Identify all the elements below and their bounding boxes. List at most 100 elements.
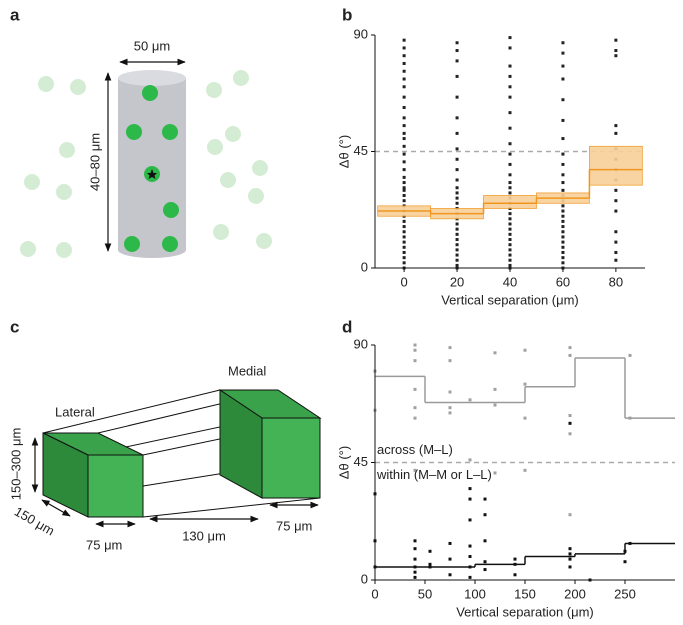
data-point xyxy=(456,248,459,251)
y-tick-label: 0 xyxy=(361,259,368,274)
data-point xyxy=(509,254,512,257)
data-point xyxy=(614,124,617,127)
data-point xyxy=(403,241,406,244)
data-point xyxy=(561,251,564,254)
data-point xyxy=(469,487,472,490)
data-point xyxy=(561,261,564,264)
data-point xyxy=(561,215,564,218)
data-point xyxy=(614,199,617,202)
data-point xyxy=(403,235,406,238)
data-point xyxy=(469,398,472,401)
data-point xyxy=(403,96,406,99)
data-point xyxy=(614,132,617,135)
data-point xyxy=(469,498,472,501)
data-point xyxy=(561,246,564,249)
data-point xyxy=(456,158,459,161)
y-tick-label: 45 xyxy=(354,143,368,158)
data-point xyxy=(569,558,572,561)
data-point xyxy=(561,153,564,156)
data-point xyxy=(403,225,406,228)
x-axis-label: Vertical separation (μm) xyxy=(456,604,594,619)
y-tick-label: 90 xyxy=(354,26,368,41)
data-point xyxy=(403,256,406,259)
data-point xyxy=(456,254,459,257)
data-point xyxy=(614,189,617,192)
data-point xyxy=(614,210,617,213)
data-point xyxy=(456,41,459,44)
data-point xyxy=(509,65,512,68)
figure: a 40–80 μm 50 μm c Lateral Medial 150–30… xyxy=(0,0,683,625)
data-point xyxy=(509,181,512,184)
data-point xyxy=(561,173,564,176)
x-tick-label: 40 xyxy=(503,274,517,289)
series-label: within (M–M or L–L) xyxy=(376,467,492,482)
data-point xyxy=(449,411,452,414)
x-tick-label: 60 xyxy=(556,274,570,289)
data-point xyxy=(449,558,452,561)
data-point xyxy=(484,513,487,516)
data-point xyxy=(403,85,406,88)
data-point xyxy=(561,241,564,244)
data-point xyxy=(456,132,459,135)
data-point xyxy=(403,176,406,179)
data-point xyxy=(429,563,432,566)
data-point xyxy=(561,256,564,259)
data-point xyxy=(403,168,406,171)
data-point xyxy=(403,145,406,148)
data-point xyxy=(509,85,512,88)
data-point xyxy=(456,264,459,267)
data-point xyxy=(403,132,406,135)
data-point xyxy=(403,199,406,202)
data-point xyxy=(524,469,527,472)
data-point xyxy=(561,225,564,228)
data-point xyxy=(414,576,417,579)
error-band xyxy=(484,196,537,209)
data-point xyxy=(561,137,564,140)
data-point xyxy=(494,388,497,391)
data-point xyxy=(403,186,406,189)
x-tick-label: 0 xyxy=(401,274,408,289)
data-point xyxy=(456,233,459,236)
panel-letter: a xyxy=(10,5,20,24)
data-point xyxy=(614,54,617,57)
data-point xyxy=(614,251,617,254)
data-point xyxy=(414,571,417,574)
data-point xyxy=(456,168,459,171)
data-point xyxy=(469,458,472,461)
data-point xyxy=(561,78,564,81)
data-point xyxy=(494,404,497,407)
data-point xyxy=(414,547,417,550)
gap-label: 130 μm xyxy=(182,528,226,543)
data-point xyxy=(561,41,564,44)
data-point xyxy=(509,173,512,176)
data-point xyxy=(509,46,512,49)
data-point xyxy=(509,36,512,39)
data-point xyxy=(414,359,417,362)
data-point xyxy=(509,243,512,246)
data-point xyxy=(456,243,459,246)
data-point xyxy=(403,246,406,249)
data-point xyxy=(561,119,564,122)
data-point xyxy=(403,54,406,57)
data-point xyxy=(456,49,459,52)
data-point xyxy=(403,137,406,140)
data-point xyxy=(614,259,617,262)
data-point xyxy=(403,78,406,81)
data-point xyxy=(524,383,527,386)
data-point xyxy=(403,124,406,127)
data-point xyxy=(456,178,459,181)
data-point xyxy=(414,417,417,420)
data-point xyxy=(509,228,512,231)
data-point xyxy=(561,235,564,238)
x-axis-label: Vertical separation (μm) xyxy=(441,292,579,307)
data-point xyxy=(456,191,459,194)
data-point xyxy=(614,241,617,244)
height-label: 40–80 μm xyxy=(87,133,102,191)
data-point xyxy=(469,555,472,558)
data-point xyxy=(614,39,617,42)
panel-letter: d xyxy=(342,317,352,336)
data-point xyxy=(429,550,432,553)
data-point xyxy=(561,204,564,207)
data-point xyxy=(569,547,572,550)
data-point xyxy=(414,349,417,352)
